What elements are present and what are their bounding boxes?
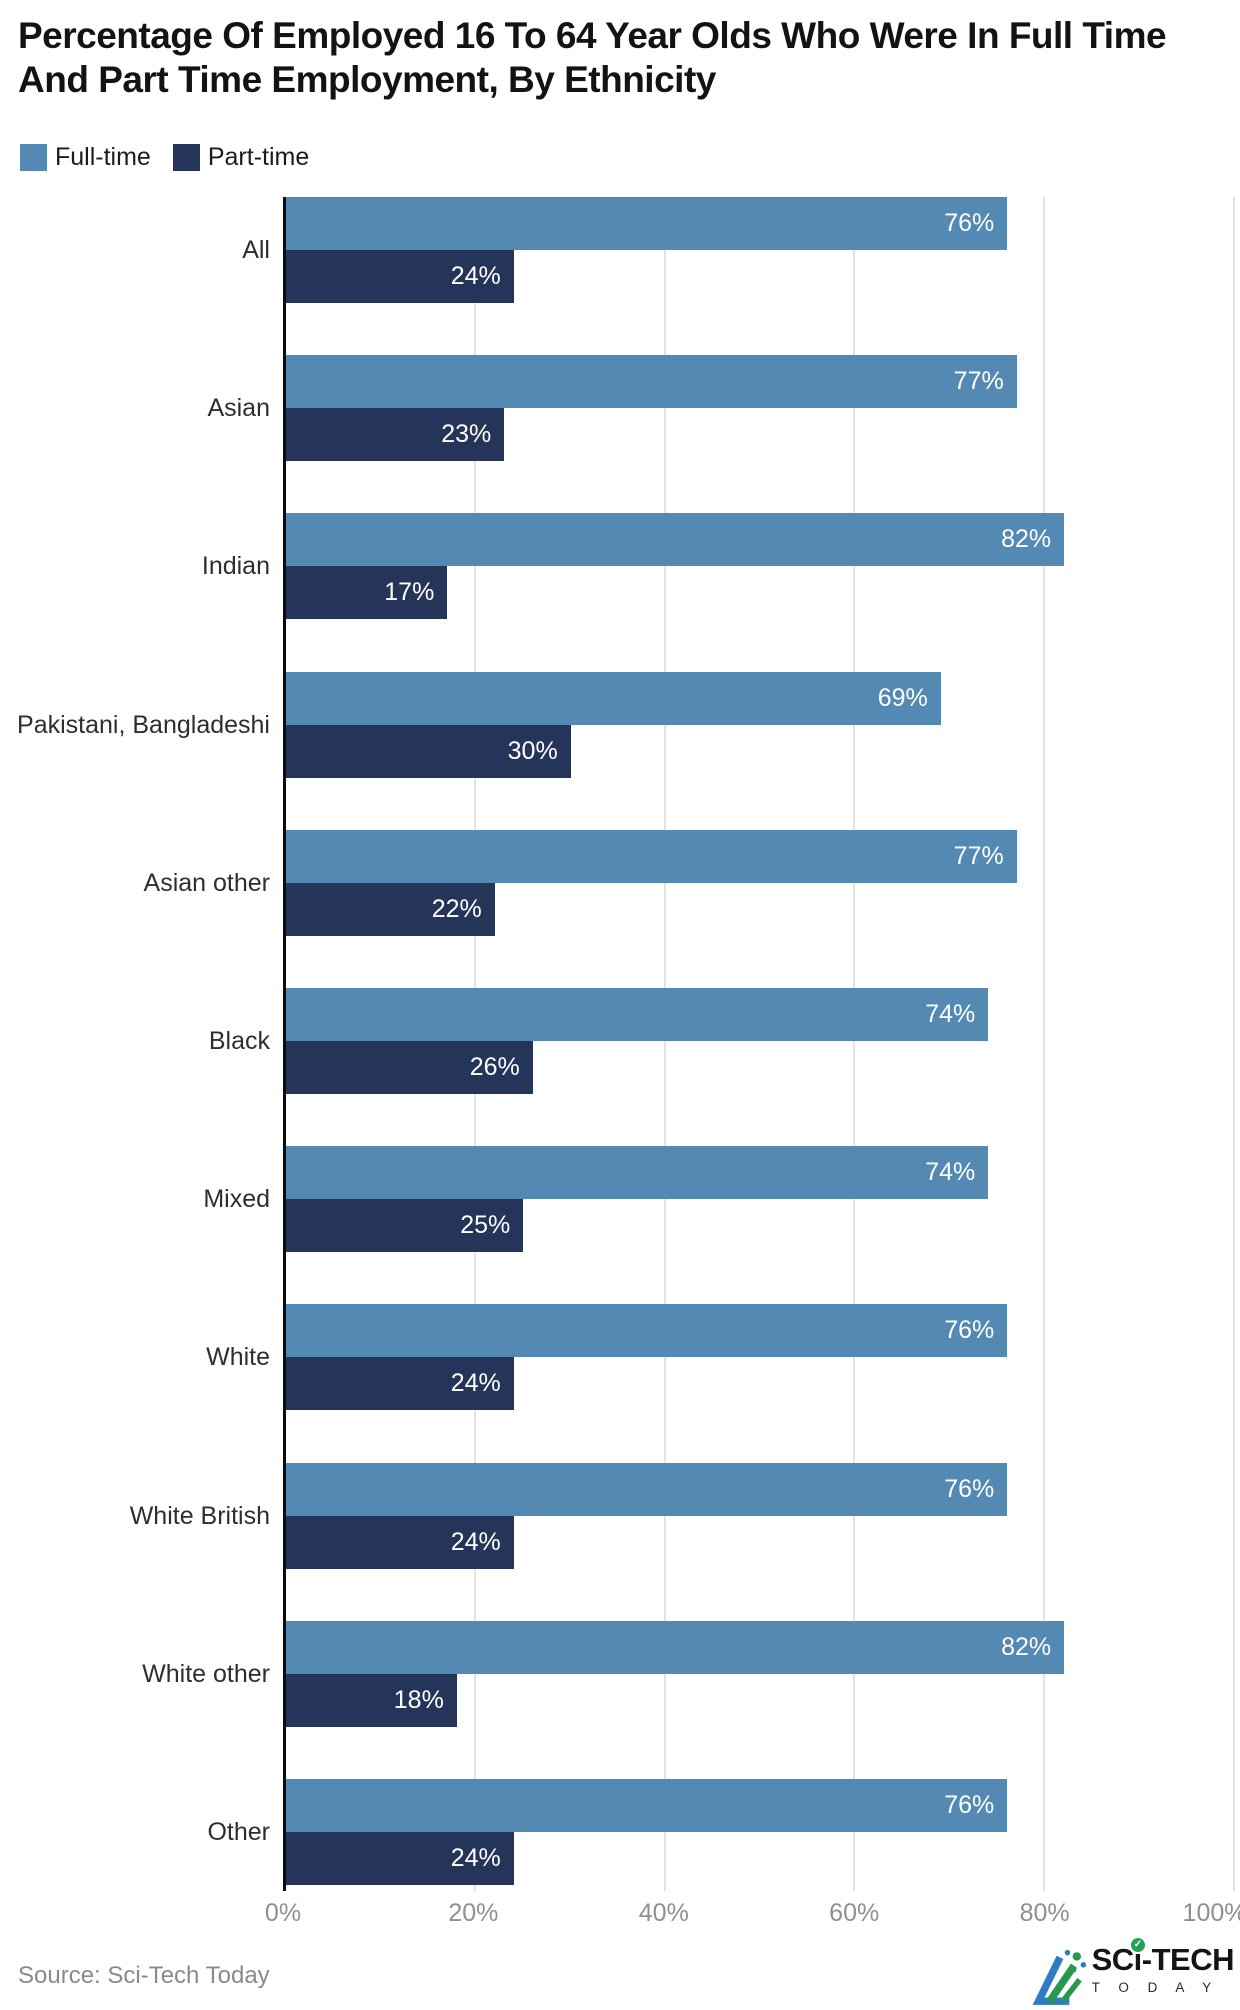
bar-full-time: 76%: [286, 1779, 1008, 1832]
bar-part-time: 25%: [286, 1199, 524, 1252]
bar-value-label: 76%: [944, 1475, 995, 1503]
bar-value-label: 23%: [441, 420, 492, 448]
source-note: Source: Sci-Tech Today: [18, 1962, 270, 1989]
logo-brand: SCi ✓ -TECH: [1091, 1938, 1235, 1977]
logo-text: SCi ✓ -TECH T O D A Y: [1091, 1938, 1235, 1995]
bar-part-time: 24%: [286, 1357, 514, 1410]
category-label: Indian: [201, 552, 270, 580]
legend-item-full-time: Full-time: [20, 144, 151, 171]
bar-part-time: 24%: [286, 250, 514, 303]
bar-full-time: 74%: [286, 988, 989, 1041]
category-label: White: [206, 1343, 270, 1371]
bar-value-label: 69%: [877, 684, 928, 712]
x-tick-label: 100%: [1182, 1899, 1240, 1927]
logo-mark-icon: [1032, 1949, 1086, 2005]
bar-group: 77% 23%: [286, 355, 1235, 461]
bar-value-label: 25%: [460, 1211, 511, 1239]
x-axis: 0% 20% 40% 60% 80% 100%: [265, 1899, 1240, 1929]
bar-group: 74% 25%: [286, 1146, 1235, 1252]
category-label: All: [242, 236, 270, 264]
gridline: [663, 197, 666, 1891]
bar-value-label: 24%: [450, 1528, 501, 1556]
bar-value-label: 74%: [925, 1000, 976, 1028]
bar-full-time: 82%: [286, 1621, 1065, 1674]
bar-group: 76% 24%: [286, 1779, 1235, 1885]
check-icon: ✓: [1130, 1938, 1145, 1952]
bar-value-label: 24%: [450, 1844, 501, 1872]
x-tick-label: 0%: [264, 1899, 302, 1927]
bar-value-label: 30%: [507, 737, 558, 765]
logo-tagline: T O D A Y: [1091, 1979, 1219, 1995]
bar-full-time: 77%: [286, 355, 1017, 408]
bar-part-time: 22%: [286, 883, 495, 936]
bar-full-time: 82%: [286, 513, 1065, 566]
bar-value-label: 24%: [450, 1369, 501, 1397]
logo-brand-i: i ✓: [1130, 1938, 1145, 1977]
legend-swatch: [20, 144, 47, 171]
bar-group: 69% 30%: [286, 672, 1235, 778]
bar-group: 82% 18%: [286, 1621, 1235, 1727]
bar-part-time: 18%: [286, 1674, 457, 1727]
bar-value-label: 82%: [1001, 1633, 1052, 1661]
bar-group: 74% 26%: [286, 988, 1235, 1094]
chart-title: Percentage Of Employed 16 To 64 Year Old…: [18, 15, 1167, 101]
bar-group: 76% 24%: [286, 1463, 1235, 1569]
bar-full-time: 77%: [286, 830, 1017, 883]
bar-value-label: 24%: [450, 262, 501, 290]
legend-swatch: [172, 144, 200, 171]
bar-full-time: 76%: [286, 1463, 1008, 1516]
logo-brand-suffix: -TECH: [1141, 1942, 1235, 1977]
category-label: Other: [207, 1818, 270, 1846]
bar-group: 82% 17%: [286, 513, 1235, 619]
bar-part-time: 23%: [286, 408, 505, 461]
bar-value-label: 76%: [944, 1316, 995, 1344]
x-tick-label: 60%: [829, 1899, 880, 1927]
bar-group: 76% 24%: [286, 1304, 1235, 1410]
logo-brand-prefix: SC: [1091, 1942, 1135, 1977]
gridline: [853, 197, 856, 1891]
category-label: Asian other: [143, 869, 270, 897]
bar-value-label: 18%: [393, 1686, 444, 1714]
category-label: Mixed: [203, 1185, 270, 1213]
bar-value-label: 17%: [384, 578, 435, 606]
legend-item-part-time: Part-time: [172, 143, 310, 171]
legend-label: Full-time: [55, 143, 151, 171]
bar-part-time: 26%: [286, 1041, 533, 1094]
legend: Full-time Part-time: [20, 144, 309, 171]
bar-value-label: 74%: [925, 1158, 976, 1186]
gridline: [1233, 197, 1235, 1891]
bar-part-time: 24%: [286, 1832, 514, 1885]
bar-value-label: 77%: [953, 367, 1004, 395]
bar-full-time: 76%: [286, 1304, 1008, 1357]
bar-value-label: 76%: [944, 209, 995, 237]
category-label: Asian: [207, 394, 270, 422]
bar-full-time: 69%: [286, 672, 941, 725]
x-tick-label: 80%: [1019, 1899, 1070, 1927]
legend-label: Part-time: [207, 143, 310, 171]
bar-value-label: 82%: [1001, 525, 1052, 553]
bar-value-label: 76%: [944, 1791, 995, 1819]
category-label: Black: [208, 1027, 270, 1055]
category-label: White British: [129, 1502, 270, 1530]
gridline: [1043, 197, 1046, 1891]
brand-logo: SCi ✓ -TECH T O D A Y: [1032, 1938, 1235, 2006]
bar-value-label: 77%: [953, 842, 1004, 870]
bar-value-label: 26%: [469, 1053, 520, 1081]
bar-full-time: 74%: [286, 1146, 989, 1199]
x-tick-label: 20%: [448, 1899, 499, 1927]
bar-group: 77% 22%: [286, 830, 1235, 936]
plot-area: 76% 24% 77% 23% 82% 17% 69% 30% 77% 22% 74% 26% 74% 2…: [283, 197, 1235, 1891]
bar-part-time: 24%: [286, 1516, 514, 1569]
category-label: White other: [142, 1660, 270, 1688]
bar-part-time: 17%: [286, 566, 448, 619]
bar-full-time: 76%: [286, 197, 1008, 250]
bar-group: 76% 24%: [286, 197, 1235, 303]
bar-value-label: 22%: [431, 895, 482, 923]
x-tick-label: 40%: [638, 1899, 689, 1927]
bar-part-time: 30%: [286, 725, 571, 778]
category-label: Pakistani, Bangladeshi: [17, 711, 270, 739]
